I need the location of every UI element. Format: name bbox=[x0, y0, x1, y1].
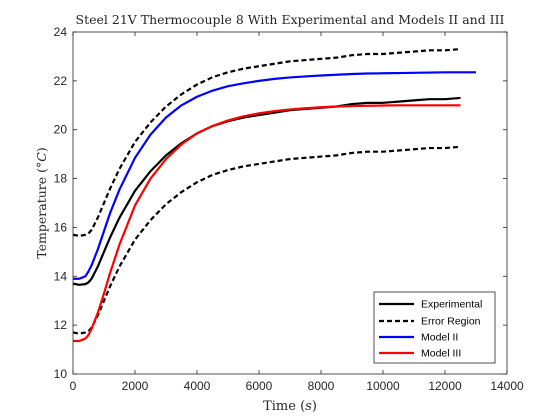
x-tick-label: 2000 bbox=[122, 379, 149, 393]
series-line-model-ii bbox=[73, 71, 476, 280]
x-tick-label: 12000 bbox=[428, 379, 462, 393]
y-axis-label-var: °C bbox=[34, 152, 49, 168]
y-tick-label: 18 bbox=[54, 172, 68, 186]
series-layer bbox=[72, 48, 476, 343]
y-tick-label: 10 bbox=[54, 367, 68, 381]
x-tick-label: 10000 bbox=[366, 379, 400, 393]
y-tick-label: 20 bbox=[54, 123, 68, 137]
tick-layer: 0 2000 4000 6000 8000 10000 12000 14000 10 12 14 16… bbox=[54, 25, 524, 393]
x-axis-label-var: s bbox=[305, 399, 312, 414]
x-axis-label: Time (s) bbox=[263, 399, 317, 414]
y-tick-label: 16 bbox=[54, 220, 68, 234]
legend-label-error-region: Error Region bbox=[421, 316, 481, 328]
y-tick-label: 14 bbox=[54, 269, 68, 283]
series-line-error-region bbox=[72, 48, 461, 238]
y-axis-label-close: ) bbox=[34, 147, 49, 152]
axes-box bbox=[72, 31, 508, 375]
y-tick-label: 12 bbox=[54, 318, 68, 332]
legend-label-experimental: Experimental bbox=[421, 299, 482, 311]
y-axis-label: Temperature (°C) bbox=[34, 147, 49, 258]
x-tick-label: 14000 bbox=[490, 379, 524, 393]
x-tick-label: 8000 bbox=[308, 379, 335, 393]
legend-label-model-iii: Model III bbox=[421, 348, 461, 360]
y-axis-label-text: Temperature ( bbox=[34, 168, 49, 259]
x-tick-label: 4000 bbox=[184, 379, 211, 393]
x-tick-label: 0 bbox=[70, 379, 77, 393]
series-line-model-iii bbox=[73, 104, 461, 343]
legend-label-model-ii: Model II bbox=[421, 332, 458, 344]
y-tick-label: 22 bbox=[54, 74, 68, 88]
y-tick-label: 24 bbox=[54, 25, 68, 39]
x-tick-label: 6000 bbox=[246, 379, 273, 393]
chart-title: Steel 21V Thermocouple 8 With Experiment… bbox=[76, 12, 505, 27]
legend: Experimental Error Region Model II Model… bbox=[373, 291, 496, 364]
x-axis-label-close: ) bbox=[312, 399, 317, 414]
x-axis-label-text: Time ( bbox=[263, 399, 305, 414]
